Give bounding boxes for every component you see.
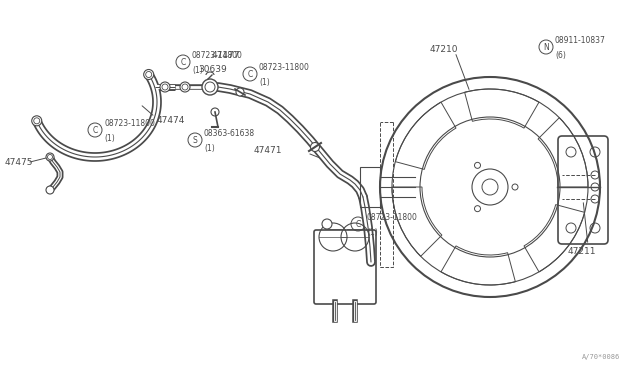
Text: N: N [543, 42, 549, 51]
Circle shape [310, 142, 319, 151]
Text: C: C [248, 70, 253, 78]
Text: (1): (1) [367, 228, 378, 237]
Circle shape [202, 79, 218, 95]
Text: 08723-11800: 08723-11800 [367, 213, 418, 222]
Text: 08723-11800: 08723-11800 [259, 63, 310, 72]
Text: (1): (1) [204, 144, 215, 153]
Text: (1): (1) [192, 66, 203, 75]
Bar [360, 167, 380, 207]
Circle shape [46, 153, 54, 161]
Text: 08363-61638: 08363-61638 [204, 129, 255, 138]
Circle shape [160, 82, 170, 92]
Text: 47471: 47471 [253, 145, 282, 154]
Text: 08723-11800: 08723-11800 [104, 119, 155, 128]
Text: 08911-10837: 08911-10837 [555, 36, 606, 45]
Text: C: C [92, 125, 98, 135]
Circle shape [32, 116, 42, 126]
Circle shape [46, 186, 54, 194]
Text: (6): (6) [555, 51, 566, 60]
Text: 08723-11800: 08723-11800 [192, 51, 243, 60]
Circle shape [236, 88, 244, 96]
Text: A/70*0086: A/70*0086 [582, 354, 620, 360]
Text: (1): (1) [259, 78, 269, 87]
Text: 30639: 30639 [198, 64, 227, 74]
Text: 47475: 47475 [5, 157, 33, 167]
Text: 47477: 47477 [212, 51, 241, 60]
Text: S: S [193, 135, 197, 144]
Text: 47210: 47210 [430, 45, 458, 54]
Text: C: C [355, 219, 360, 228]
Text: (1): (1) [104, 134, 115, 143]
Circle shape [322, 219, 332, 229]
Circle shape [211, 108, 219, 116]
Text: 47474: 47474 [157, 115, 186, 125]
Text: C: C [180, 58, 186, 67]
Text: 47211: 47211 [568, 247, 596, 257]
Circle shape [144, 70, 154, 80]
Circle shape [180, 82, 190, 92]
